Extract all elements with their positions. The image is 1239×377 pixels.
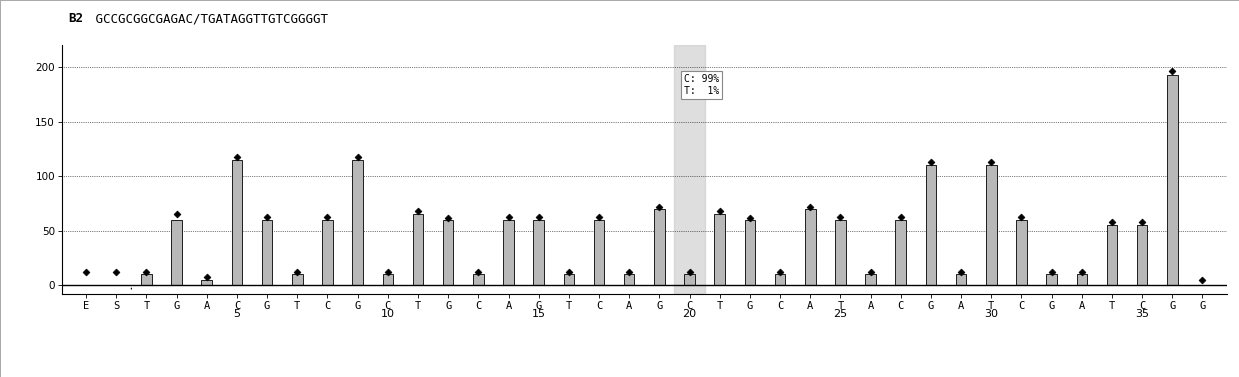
Bar bbox=[1046, 274, 1057, 285]
Bar bbox=[473, 274, 483, 285]
Bar bbox=[503, 220, 514, 285]
Bar bbox=[593, 220, 605, 285]
Bar bbox=[171, 220, 182, 285]
Bar bbox=[534, 220, 544, 285]
Text: 30: 30 bbox=[984, 310, 999, 319]
Bar bbox=[745, 220, 755, 285]
Bar bbox=[141, 274, 151, 285]
Bar bbox=[684, 274, 695, 285]
Bar bbox=[322, 220, 333, 285]
Bar bbox=[674, 45, 705, 294]
Bar bbox=[955, 274, 966, 285]
Text: B2: B2 bbox=[68, 12, 83, 25]
Text: 25: 25 bbox=[834, 310, 847, 319]
Text: 15: 15 bbox=[532, 310, 545, 319]
Bar bbox=[865, 274, 876, 285]
Bar bbox=[383, 274, 393, 285]
Text: GCCGCGGCGAGAC/TGATAGGTTGTCGGGGT: GCCGCGGCGAGAC/TGATAGGTTGTCGGGGT bbox=[88, 12, 327, 25]
Text: 10: 10 bbox=[380, 310, 395, 319]
Bar bbox=[715, 215, 725, 285]
Bar bbox=[774, 274, 786, 285]
Bar bbox=[352, 160, 363, 285]
Bar bbox=[1077, 274, 1087, 285]
Bar bbox=[1167, 75, 1177, 285]
Bar bbox=[896, 220, 906, 285]
Bar bbox=[986, 165, 996, 285]
Bar bbox=[232, 160, 243, 285]
Bar bbox=[1137, 225, 1147, 285]
Bar bbox=[624, 274, 634, 285]
Text: C: 99%
T:  1%: C: 99% T: 1% bbox=[684, 74, 719, 96]
Bar bbox=[654, 209, 664, 285]
Bar bbox=[413, 215, 424, 285]
Bar bbox=[1016, 220, 1027, 285]
Bar bbox=[926, 165, 937, 285]
Text: 35: 35 bbox=[1135, 310, 1149, 319]
Text: 20: 20 bbox=[683, 310, 696, 319]
Bar bbox=[442, 220, 453, 285]
Bar bbox=[1106, 225, 1118, 285]
Bar bbox=[261, 220, 273, 285]
Text: 5: 5 bbox=[233, 310, 240, 319]
Bar bbox=[202, 280, 212, 285]
Bar bbox=[805, 209, 815, 285]
Bar bbox=[835, 220, 846, 285]
Bar bbox=[564, 274, 574, 285]
Bar bbox=[292, 274, 302, 285]
